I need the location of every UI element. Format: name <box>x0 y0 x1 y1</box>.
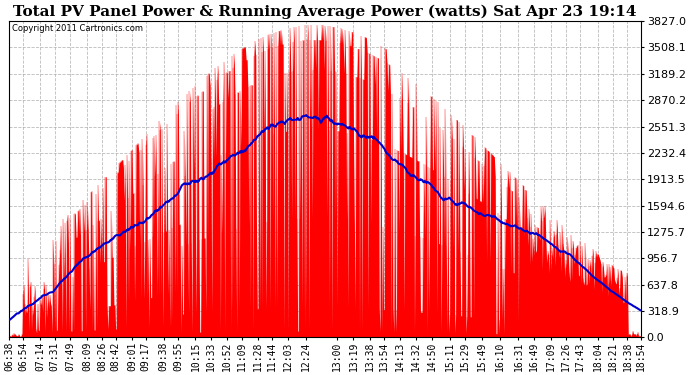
Title: Total PV Panel Power & Running Average Power (watts) Sat Apr 23 19:14: Total PV Panel Power & Running Average P… <box>13 4 637 18</box>
Text: Copyright 2011 Cartronics.com: Copyright 2011 Cartronics.com <box>12 24 144 33</box>
